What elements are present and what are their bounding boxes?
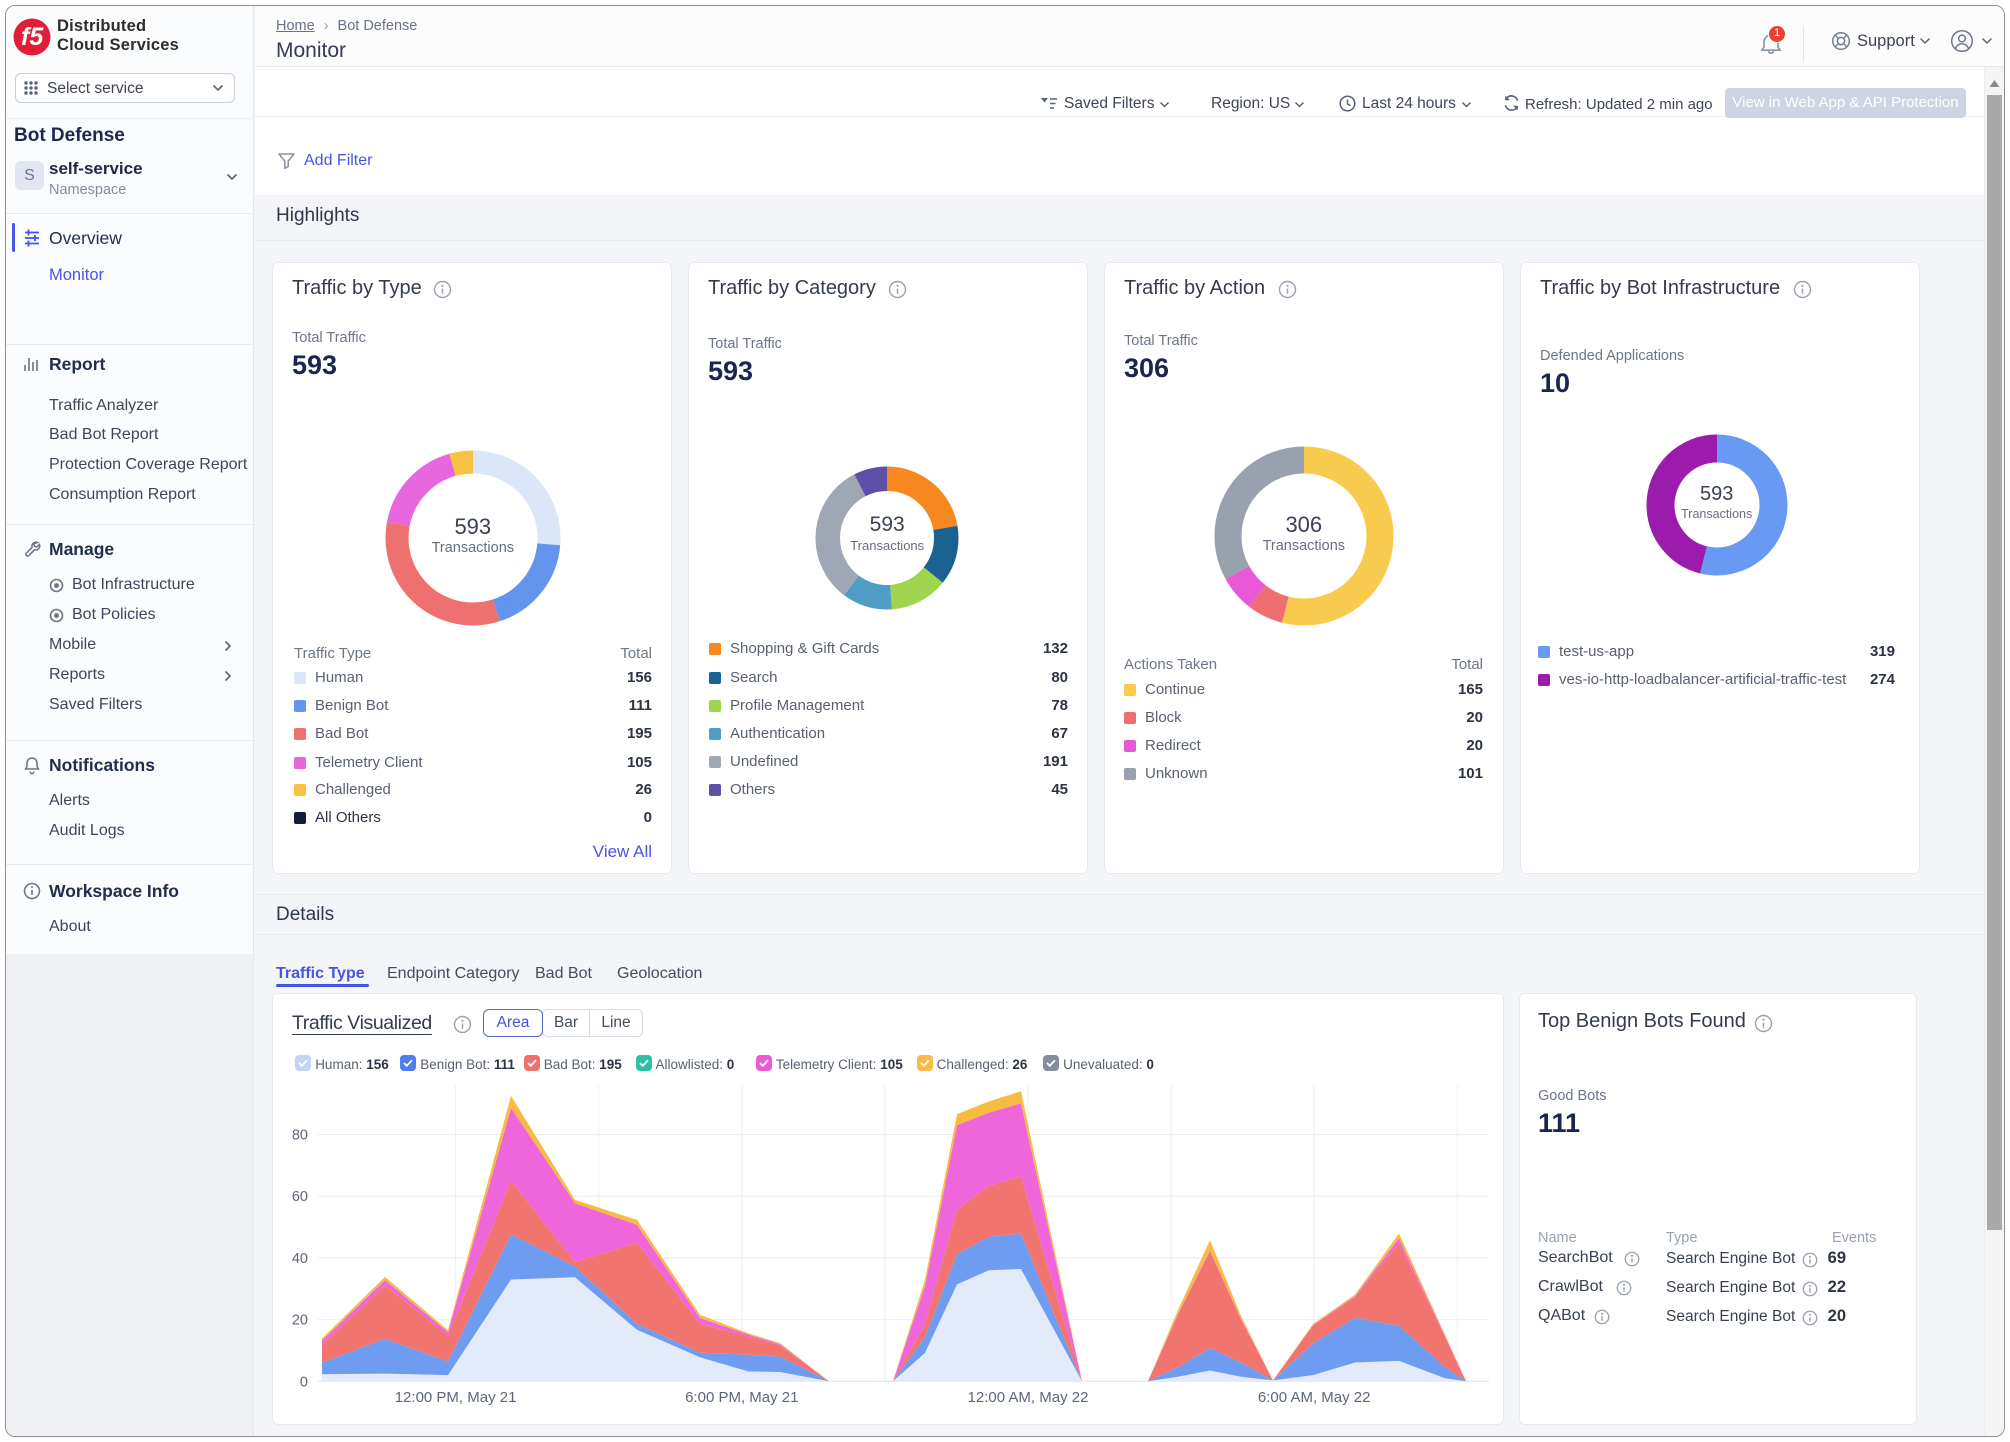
svg-text:6:00 AM, May 22: 6:00 AM, May 22 (1258, 1389, 1371, 1406)
svg-text:12:00 AM, May 22: 12:00 AM, May 22 (968, 1389, 1089, 1406)
svg-text:12:00 PM, May 21: 12:00 PM, May 21 (395, 1389, 517, 1406)
svg-text:40: 40 (292, 1251, 308, 1267)
svg-text:f5: f5 (21, 23, 44, 51)
svg-text:60: 60 (292, 1189, 308, 1205)
svg-text:0: 0 (300, 1374, 308, 1390)
svg-text:6:00 PM, May 21: 6:00 PM, May 21 (685, 1389, 798, 1406)
svg-text:80: 80 (292, 1128, 308, 1144)
svg-text:20: 20 (292, 1313, 308, 1329)
